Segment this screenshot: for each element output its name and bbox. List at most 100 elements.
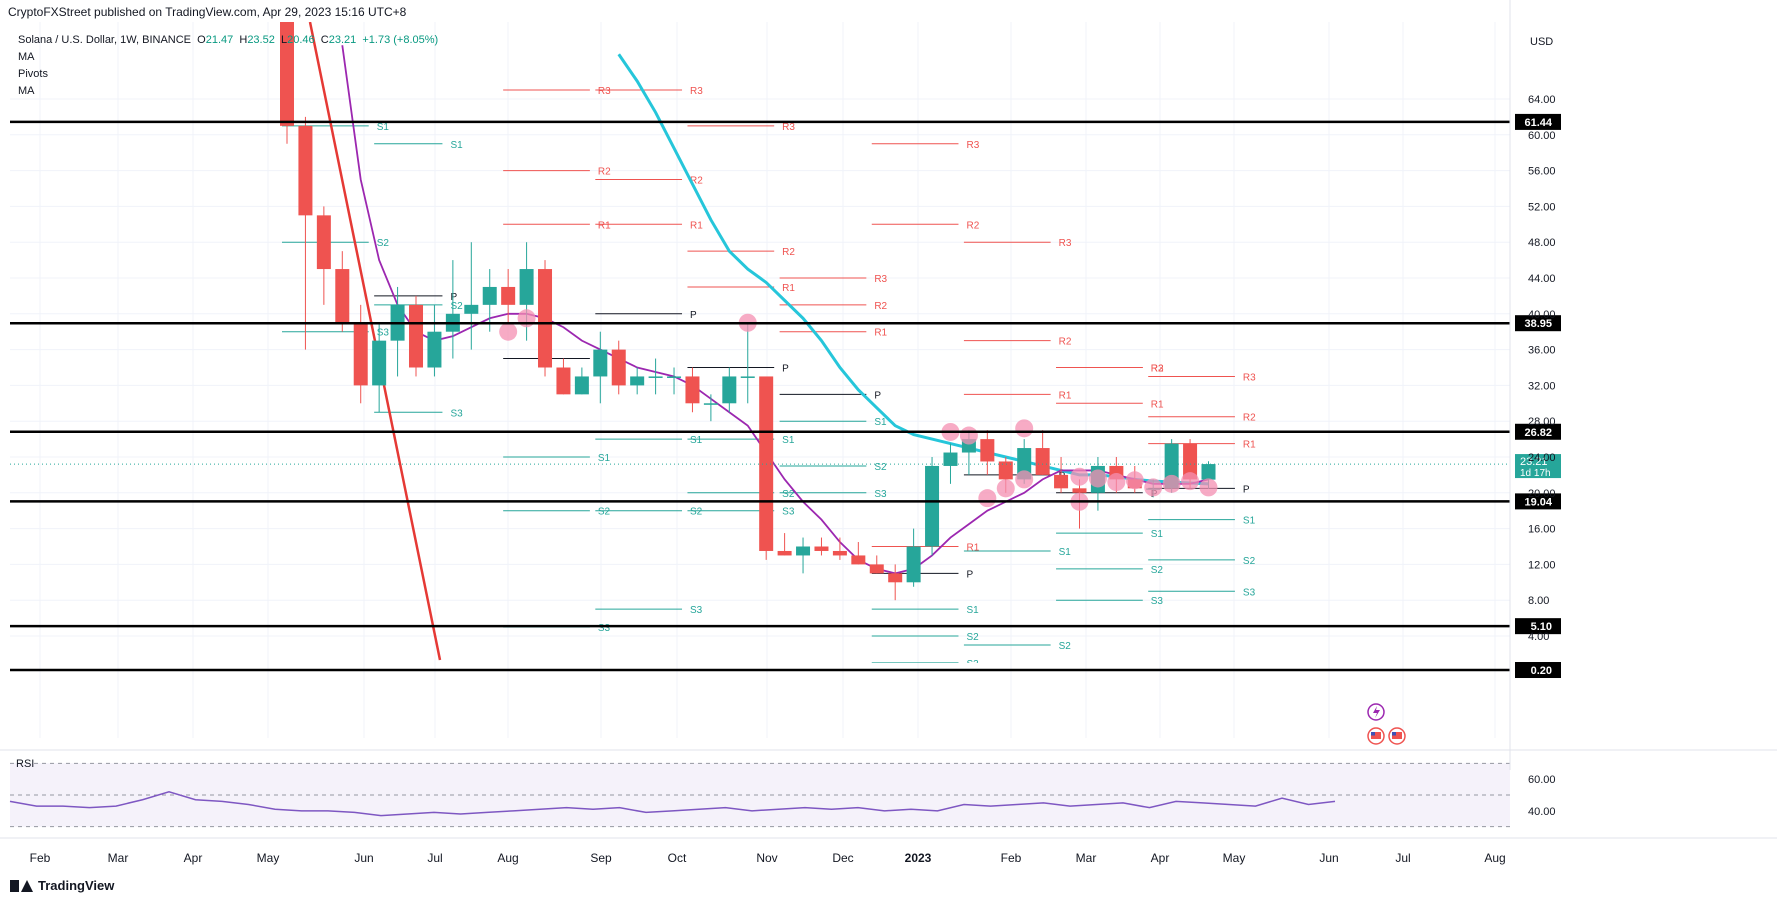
candle (593, 331, 608, 404)
time-axis[interactable]: Feb Mar Apr May Jun Jul Aug Sep Oct Nov Dec 2023 Feb… (0, 837, 1777, 865)
candle (722, 367, 737, 413)
price-tick: 16.00 (1528, 524, 1556, 536)
pivot-r-label: R2 (1059, 337, 1072, 348)
candle-body (501, 286, 516, 305)
candle-body (1201, 464, 1216, 480)
footer-brand: TradingView (38, 878, 115, 893)
pivot-s-label: S3 (450, 408, 463, 419)
pivot-s-label: S1 (598, 453, 611, 464)
pivot-r-label: R1 (690, 220, 703, 231)
time-tick: Jul (1395, 851, 1410, 865)
level-label: 61.44 (1524, 117, 1552, 129)
pivot-s-label: S2 (874, 462, 887, 473)
price-tick: 4.00 (1528, 631, 1549, 643)
pivot-r-label: R2 (598, 167, 611, 178)
highlight-circle (1070, 467, 1089, 486)
candle-body (648, 376, 663, 378)
change-value: +1.73 (+8.05%) (362, 34, 439, 46)
pivot-s-label: S2 (1151, 565, 1164, 576)
pivot-p-label: P (690, 310, 697, 321)
level-label: 19.04 (1524, 496, 1552, 508)
pivot-r-label: R3 (690, 86, 703, 97)
pivot-r-label: R2 (690, 176, 703, 187)
pivot-r-label: R3 (1151, 364, 1164, 375)
candle (851, 542, 866, 565)
rsi-line (9, 791, 1336, 817)
candle (1035, 430, 1050, 475)
price-tick: 36.00 (1528, 345, 1556, 357)
candle-body (777, 550, 792, 556)
level-label-bg (1515, 493, 1561, 510)
candle-body (280, 22, 294, 126)
pivot-r-label: R2 (966, 220, 979, 231)
candle-body (335, 269, 350, 323)
highlight-circle (1199, 478, 1218, 497)
symbol-name: Solana / U.S. Dollar, 1W, BINANCE (18, 34, 192, 46)
candle-body (1035, 448, 1050, 475)
candle (464, 242, 479, 350)
candle (574, 367, 589, 395)
pivot-s-label: S3 (782, 507, 795, 518)
event-icons[interactable] (1367, 703, 1406, 745)
candle-body (906, 546, 921, 583)
pivot-s-label: S2 (1059, 641, 1072, 652)
candle-body (464, 304, 479, 314)
lightning-icon (1373, 706, 1380, 718)
candle (280, 22, 294, 144)
pivot-r-label: R1 (966, 543, 979, 554)
candle (372, 322, 387, 413)
candle (980, 430, 995, 475)
legend-ma-1[interactable]: MA (18, 51, 35, 63)
candle-body (980, 439, 995, 462)
legend-ma-2[interactable]: MA (18, 85, 35, 97)
candle (482, 269, 497, 332)
price-tick: 44.00 (1528, 273, 1556, 285)
candle-body (740, 376, 755, 378)
highlight-circle (978, 489, 997, 508)
close-label: C (320, 34, 329, 46)
pivot-p-label: P (1243, 484, 1250, 495)
pivot-r-label: R2 (1151, 364, 1164, 375)
pivot-s-label: S3 (966, 659, 979, 670)
pivot-r-label: R2 (874, 301, 887, 312)
pivot-s-label: S3 (377, 328, 390, 339)
candle-body (667, 376, 682, 378)
price-axis[interactable]: USD 4.00 8.00 12.00 16.00 20.00 24.00 28.00 32.0… (1509, 0, 1556, 770)
pivot-group: P R1 R2 R3 S1 S2 S3 (595, 86, 703, 616)
legend-pivots[interactable]: Pivots (18, 68, 48, 80)
rsi-label[interactable]: RSI (16, 758, 35, 770)
candle-body (519, 269, 534, 305)
symbol-ohlc-row[interactable]: Solana / U.S. Dollar, 1W, BINANCE O21.47… (18, 32, 438, 49)
pivot-s-label: S2 (966, 632, 979, 643)
price-tick: 20.00 (1528, 488, 1556, 500)
candle-body (998, 461, 1013, 480)
candle-body (353, 322, 368, 386)
time-tick: 2023 (905, 851, 932, 865)
low-label: L (280, 34, 288, 46)
candle (538, 260, 553, 377)
price-tick: 32.00 (1528, 380, 1556, 392)
pivot-p-label: P (782, 364, 789, 375)
highlight-circle (959, 426, 978, 445)
time-tick: Nov (756, 851, 777, 865)
pivot-s-label: S1 (782, 435, 795, 446)
pivot-s-label: S2 (598, 507, 611, 518)
pivot-r-label: R2 (1243, 413, 1256, 424)
candle-body (703, 403, 718, 405)
time-tick: Mar (108, 851, 129, 865)
candle-body (409, 304, 424, 368)
candle (869, 555, 884, 574)
flag-stripes-icon (1392, 732, 1402, 739)
candle (427, 304, 442, 377)
flag-canton-icon (1392, 732, 1396, 736)
time-tick: Oct (668, 851, 687, 865)
level-label: 38.95 (1524, 318, 1552, 330)
high-label: H (239, 34, 248, 46)
highlight-circle (499, 322, 518, 341)
tradingview-footer[interactable]: TradingView (10, 878, 114, 893)
candle-body (796, 546, 811, 556)
pivot-s-label: S1 (690, 435, 703, 446)
pivot-r-label: R1 (598, 220, 611, 231)
highlight-circle (1144, 478, 1163, 497)
